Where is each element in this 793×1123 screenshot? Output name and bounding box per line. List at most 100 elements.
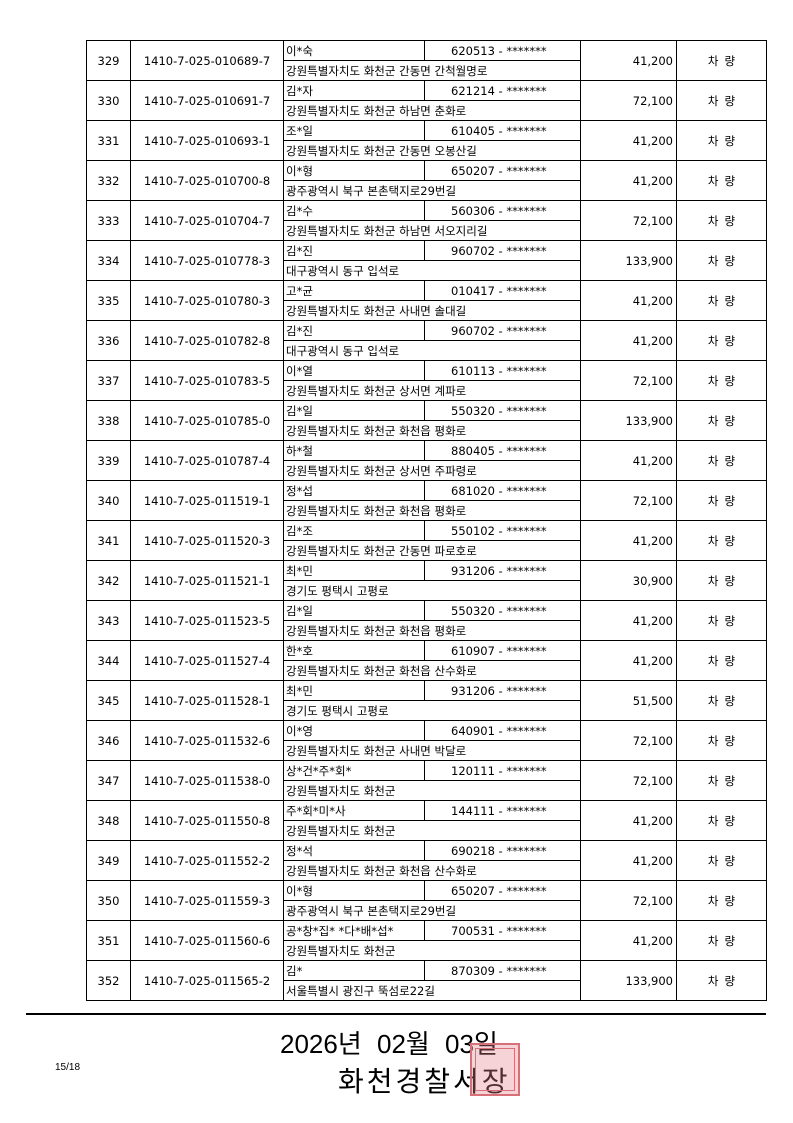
table-row-address: 경기도 평택시 고평로	[87, 700, 767, 721]
amount: 41,200	[580, 800, 677, 841]
owner-name: 김*조	[283, 520, 425, 541]
amount: 133,900	[580, 240, 677, 281]
address: 강원특별자치도 화천군 사내면 박달로	[283, 740, 581, 761]
amount: 72,100	[580, 200, 677, 241]
address: 강원특별자치도 화천군 화천읍 평화로	[283, 420, 581, 441]
table-row: 346 1410-7-025-011532-6 이*영 640901 - ******…	[86, 720, 767, 761]
row-number: 345	[86, 680, 131, 721]
address: 강원특별자치도 화천군 상서면 주파령로	[283, 460, 581, 481]
category: 차량	[676, 520, 767, 561]
owner-name: 김*일	[283, 400, 425, 421]
table-row-address: 강원특별자치도 화천군 화천읍 평화로	[87, 420, 767, 441]
row-number: 343	[86, 600, 131, 641]
account-number: 1410-7-025-011520-3	[130, 520, 284, 561]
row-number: 341	[86, 520, 131, 561]
table-row: 345 1410-7-025-011528-1 최*민 931206 - ******…	[86, 680, 767, 721]
registration-id: 010417 - *******	[424, 280, 581, 301]
amount: 41,200	[580, 440, 677, 481]
category: 차량	[676, 240, 767, 281]
row-number: 352	[86, 960, 131, 1001]
row-number: 350	[86, 880, 131, 921]
registration-id: 620513 - *******	[424, 40, 581, 61]
amount: 72,100	[580, 80, 677, 121]
row-number: 344	[86, 640, 131, 681]
table-row-address: 강원특별자치도 화천군	[87, 820, 767, 841]
account-number: 1410-7-025-011528-1	[130, 680, 284, 721]
page-number: 15/18	[55, 1062, 81, 1073]
row-number: 342	[86, 560, 131, 601]
registration-id: 144111 - *******	[424, 800, 581, 821]
row-number: 337	[86, 360, 131, 401]
registration-id: 870309 - *******	[424, 960, 581, 981]
table-row: 349 1410-7-025-011552-2 정*석 690218 - ******…	[86, 840, 767, 881]
owner-name: 공*창*집* *다*배*섭*	[283, 920, 425, 941]
row-number: 336	[86, 320, 131, 361]
account-number: 1410-7-025-010780-3	[130, 280, 284, 321]
owner-name: 김*일	[283, 600, 425, 621]
registration-id: 880405 - *******	[424, 440, 581, 461]
table-row: 342 1410-7-025-011521-1 최*민 931206 - ******…	[86, 560, 767, 601]
row-number: 338	[86, 400, 131, 441]
amount: 41,200	[580, 920, 677, 961]
category: 차량	[676, 840, 767, 881]
category: 차량	[676, 560, 767, 601]
owner-name: 김*수	[283, 200, 425, 221]
row-number: 335	[86, 280, 131, 321]
row-number: 346	[86, 720, 131, 761]
table-row-address: 서울특별시 광진구 뚝섬로22길	[87, 980, 767, 1001]
owner-name: 김*진	[283, 320, 425, 341]
address: 강원특별자치도 화천군 화천읍 산수화로	[283, 660, 581, 681]
table-row-address: 강원특별자치도 화천군 상서면 계파로	[87, 380, 767, 401]
registration-id: 120111 - *******	[424, 760, 581, 781]
owner-name: 정*석	[283, 840, 425, 861]
account-number: 1410-7-025-010785-0	[130, 400, 284, 441]
table-row: 330 1410-7-025-010691-7 김*자 621214 - ******…	[86, 80, 767, 121]
amount: 30,900	[580, 560, 677, 601]
amount: 72,100	[580, 480, 677, 521]
category: 차량	[676, 480, 767, 521]
account-number: 1410-7-025-011521-1	[130, 560, 284, 601]
table-row-address: 강원특별자치도 화천군 간동면 파로호로	[87, 540, 767, 561]
table-row: 338 1410-7-025-010785-0 김*일 550320 - ******…	[86, 400, 767, 441]
owner-name: 한*호	[283, 640, 425, 661]
registration-id: 931206 - *******	[424, 680, 581, 701]
amount: 41,200	[580, 320, 677, 361]
category: 차량	[676, 600, 767, 641]
account-number: 1410-7-025-011532-6	[130, 720, 284, 761]
account-number: 1410-7-025-010782-8	[130, 320, 284, 361]
address: 강원특별자치도 화천군 간동면 파로호로	[283, 540, 581, 561]
registration-id: 960702 - *******	[424, 240, 581, 261]
address: 강원특별자치도 화천군 하남면 서오지리길	[283, 220, 581, 241]
table-row: 352 1410-7-025-011565-2 김* 870309 - *******…	[86, 960, 767, 1001]
amount: 41,200	[580, 280, 677, 321]
address: 강원특별자치도 화천군 화천읍 평화로	[283, 620, 581, 641]
owner-name: 정*섭	[283, 480, 425, 501]
amount: 41,200	[580, 640, 677, 681]
table-row: 340 1410-7-025-011519-1 정*섭 681020 - ******…	[86, 480, 767, 521]
address: 강원특별자치도 화천군 상서면 계파로	[283, 380, 581, 401]
row-number: 329	[86, 40, 131, 81]
account-number: 1410-7-025-011527-4	[130, 640, 284, 681]
amount: 41,200	[580, 40, 677, 81]
table-row-address: 경기도 평택시 고평로	[87, 580, 767, 601]
row-number: 347	[86, 760, 131, 801]
amount: 72,100	[580, 360, 677, 401]
footer-divider	[26, 1013, 766, 1015]
owner-name: 조*일	[283, 120, 425, 141]
owner-name: 주*회*미*사	[283, 800, 425, 821]
account-number: 1410-7-025-010693-1	[130, 120, 284, 161]
registration-id: 610907 - *******	[424, 640, 581, 661]
row-number: 348	[86, 800, 131, 841]
table-row: 332 1410-7-025-010700-8 이*형 650207 - ******…	[86, 160, 767, 201]
address: 광주광역시 북구 본촌택지로29번길	[283, 180, 581, 201]
registration-id: 650207 - *******	[424, 160, 581, 181]
amount: 41,200	[580, 120, 677, 161]
notice-table: 329 1410-7-025-010689-7 이*숙 620513 - ******…	[86, 40, 767, 1001]
row-number: 351	[86, 920, 131, 961]
address: 강원특별자치도 화천군 간동면 오봉산길	[283, 140, 581, 161]
account-number: 1410-7-025-011538-0	[130, 760, 284, 801]
row-number: 331	[86, 120, 131, 161]
account-number: 1410-7-025-010778-3	[130, 240, 284, 281]
category: 차량	[676, 120, 767, 161]
category: 차량	[676, 680, 767, 721]
